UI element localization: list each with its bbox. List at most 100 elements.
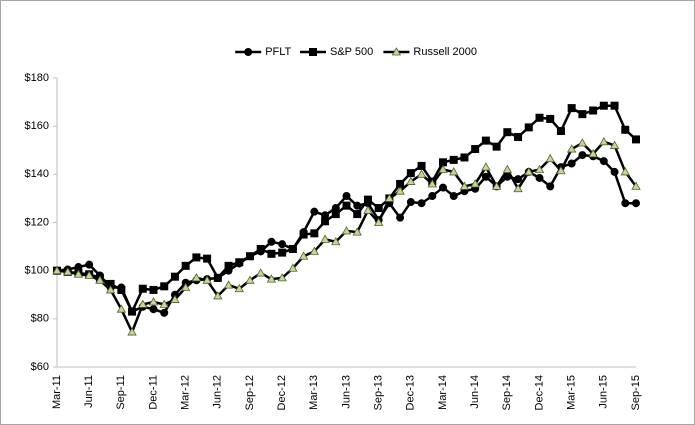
marker	[128, 307, 137, 316]
marker	[342, 192, 351, 201]
marker	[84, 270, 94, 279]
y-tick-label: $180	[25, 72, 49, 84]
marker	[342, 201, 351, 210]
x-tick-label: Sep-12	[244, 375, 256, 410]
x-tick-label: Sep-15	[630, 375, 642, 410]
marker	[470, 179, 480, 188]
marker	[524, 167, 534, 176]
marker	[621, 199, 630, 208]
marker	[567, 159, 576, 168]
marker	[363, 205, 373, 214]
marker	[288, 263, 298, 272]
legend-marker	[391, 47, 402, 56]
marker	[406, 198, 415, 207]
y-tick-label: $120	[25, 216, 49, 228]
marker	[321, 217, 330, 226]
marker	[438, 164, 448, 173]
x-tick-label: Dec-12	[276, 375, 288, 410]
marker	[298, 251, 309, 260]
x-tick-label: Sep-13	[373, 375, 385, 410]
marker	[503, 172, 512, 181]
marker	[481, 172, 490, 181]
marker	[234, 283, 244, 293]
x-tick-label: Mar-13	[308, 375, 320, 410]
legend-label: S&P 500	[330, 46, 373, 58]
marker	[373, 217, 384, 226]
marker	[599, 157, 608, 166]
marker	[138, 284, 147, 293]
marker	[73, 269, 84, 278]
marker	[502, 164, 513, 173]
legend-label: PFLT	[265, 46, 291, 58]
marker	[534, 164, 545, 173]
marker	[417, 199, 426, 208]
marker	[310, 207, 319, 216]
x-tick-label: Mar-15	[566, 375, 578, 410]
marker	[235, 258, 244, 267]
marker	[427, 179, 437, 188]
marker	[52, 265, 62, 275]
marker	[620, 167, 630, 176]
marker	[116, 304, 127, 313]
marker	[202, 275, 212, 284]
marker	[267, 237, 276, 246]
x-tick-label: Jun-11	[83, 375, 95, 408]
marker	[599, 137, 609, 146]
marker	[278, 248, 287, 257]
marker	[105, 285, 116, 294]
marker	[459, 181, 470, 190]
marker	[417, 161, 426, 170]
marker	[546, 182, 555, 191]
marker	[85, 260, 94, 269]
marker	[610, 167, 619, 176]
marker	[159, 299, 169, 308]
marker	[309, 246, 320, 255]
marker	[278, 240, 287, 249]
marker	[460, 153, 469, 162]
marker	[406, 169, 415, 178]
x-tick-label: Dec-13	[405, 375, 417, 410]
marker	[589, 106, 598, 115]
marker	[449, 167, 459, 176]
marker	[170, 294, 180, 303]
marker	[556, 126, 565, 135]
marker	[577, 138, 588, 147]
marker	[277, 273, 287, 282]
marker	[224, 261, 233, 270]
marker	[341, 226, 352, 235]
marker	[449, 155, 458, 164]
marker	[514, 175, 523, 184]
marker	[599, 101, 608, 110]
x-tick-label: Jun-15	[598, 375, 610, 409]
marker	[331, 210, 340, 219]
marker	[213, 273, 222, 282]
marker	[63, 267, 73, 276]
marker	[138, 299, 148, 308]
marker	[428, 192, 437, 201]
marker	[578, 151, 587, 160]
marker	[535, 113, 544, 122]
marker	[395, 186, 405, 195]
y-tick-label: $60	[31, 361, 49, 373]
marker	[513, 183, 523, 193]
marker	[223, 280, 234, 289]
marker	[266, 274, 277, 283]
marker	[609, 140, 620, 149]
y-tick-label: $140	[25, 168, 49, 180]
marker	[481, 162, 491, 171]
x-tick-label: Jun-12	[212, 375, 224, 409]
marker	[256, 244, 265, 253]
marker	[631, 181, 641, 190]
marker	[352, 227, 362, 236]
marker	[160, 308, 169, 317]
marker	[363, 195, 372, 204]
marker	[320, 234, 330, 243]
marker	[492, 142, 501, 151]
marker	[180, 282, 191, 291]
marker	[546, 114, 555, 123]
marker	[524, 123, 533, 132]
marker	[127, 327, 137, 336]
marker	[406, 176, 416, 185]
marker	[160, 282, 169, 291]
